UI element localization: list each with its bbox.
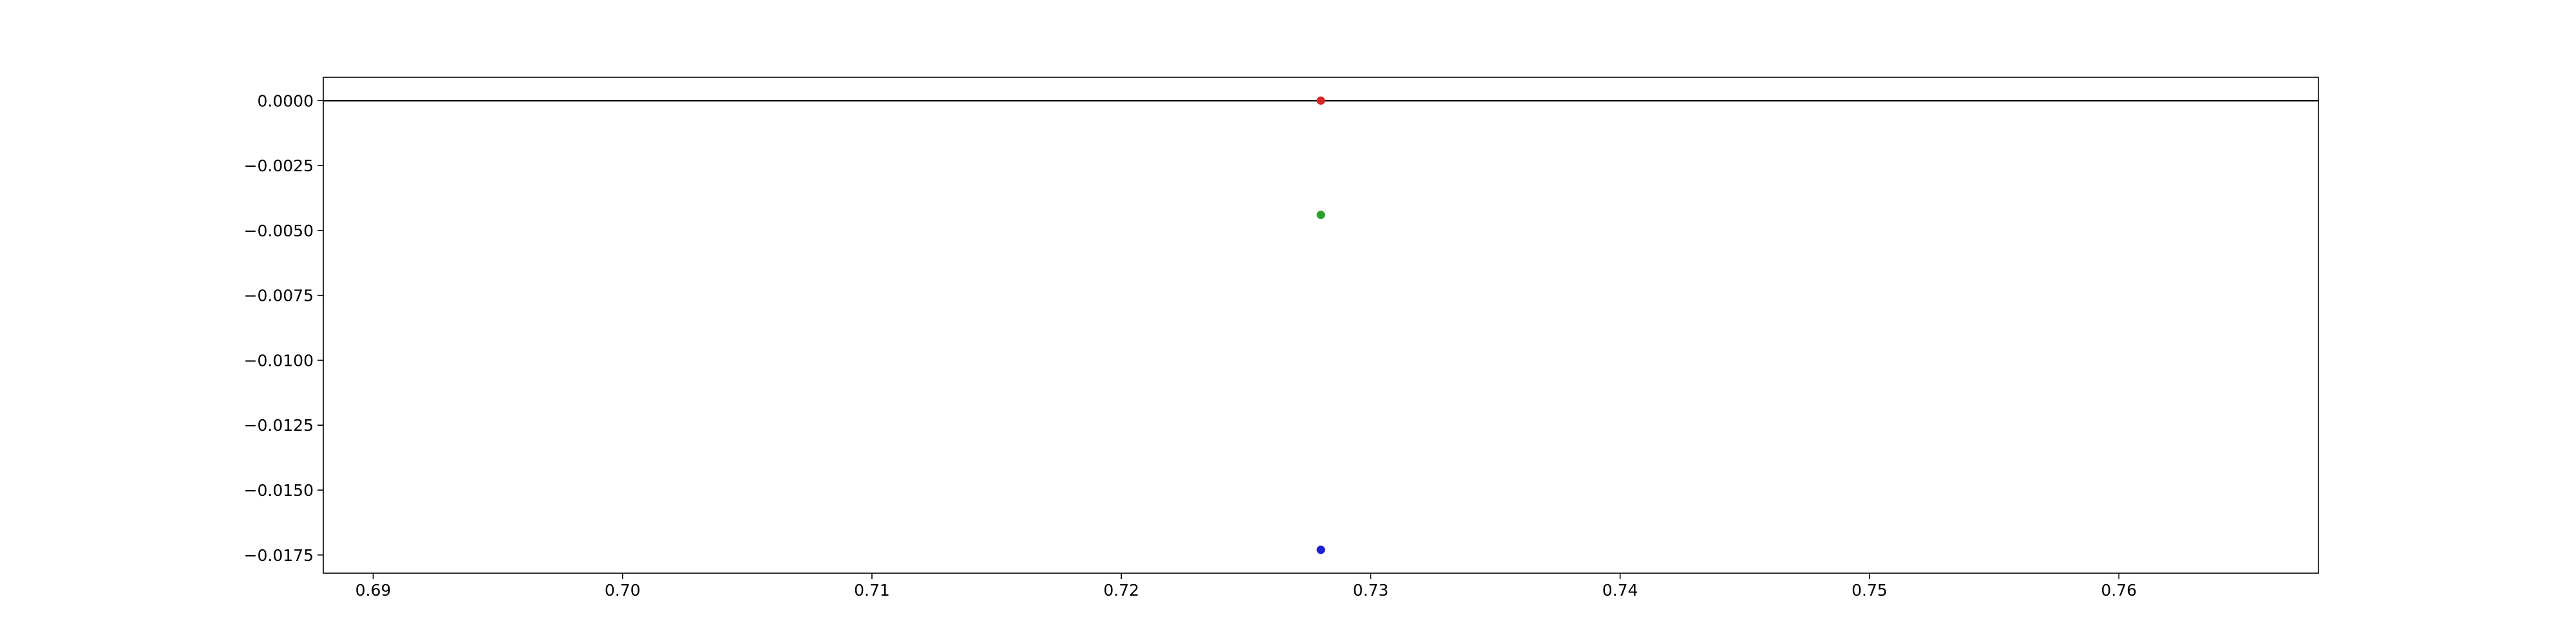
x-tick-label: 0.74: [1602, 581, 1638, 600]
plot-area-frame: [323, 77, 2319, 574]
x-tick-label: 0.73: [1353, 581, 1389, 600]
x-tick-label: 0.71: [854, 581, 890, 600]
y-tick-label: −0.0050: [244, 222, 314, 240]
y-tick-label: −0.0175: [244, 546, 314, 565]
y-tick-label: −0.0125: [244, 416, 314, 435]
data-points: [1316, 96, 1325, 554]
y-tick-label: 0.0000: [258, 91, 314, 110]
x-tick-label: 0.76: [2101, 581, 2137, 600]
x-tick-label: 0.69: [355, 581, 392, 600]
data-point-series-3: [1316, 545, 1325, 554]
y-tick-label: −0.0100: [244, 351, 314, 370]
x-tick-label: 0.70: [605, 581, 641, 600]
y-axis: 0.0000 −0.0025 −0.0050 −0.0075 −0.0100 −0.012…: [244, 91, 323, 565]
y-tick-label: −0.0150: [244, 481, 314, 500]
y-tick-label: −0.0075: [244, 287, 314, 305]
data-point-series-1: [1316, 96, 1325, 105]
data-point-series-2: [1316, 211, 1325, 220]
x-axis: 0.69 0.70 0.71 0.72 0.73 0.74 0.75 0.76: [355, 573, 2137, 600]
y-tick-label: −0.0025: [244, 156, 314, 175]
x-tick-label: 0.75: [1852, 581, 1888, 600]
x-tick-label: 0.72: [1103, 581, 1139, 600]
